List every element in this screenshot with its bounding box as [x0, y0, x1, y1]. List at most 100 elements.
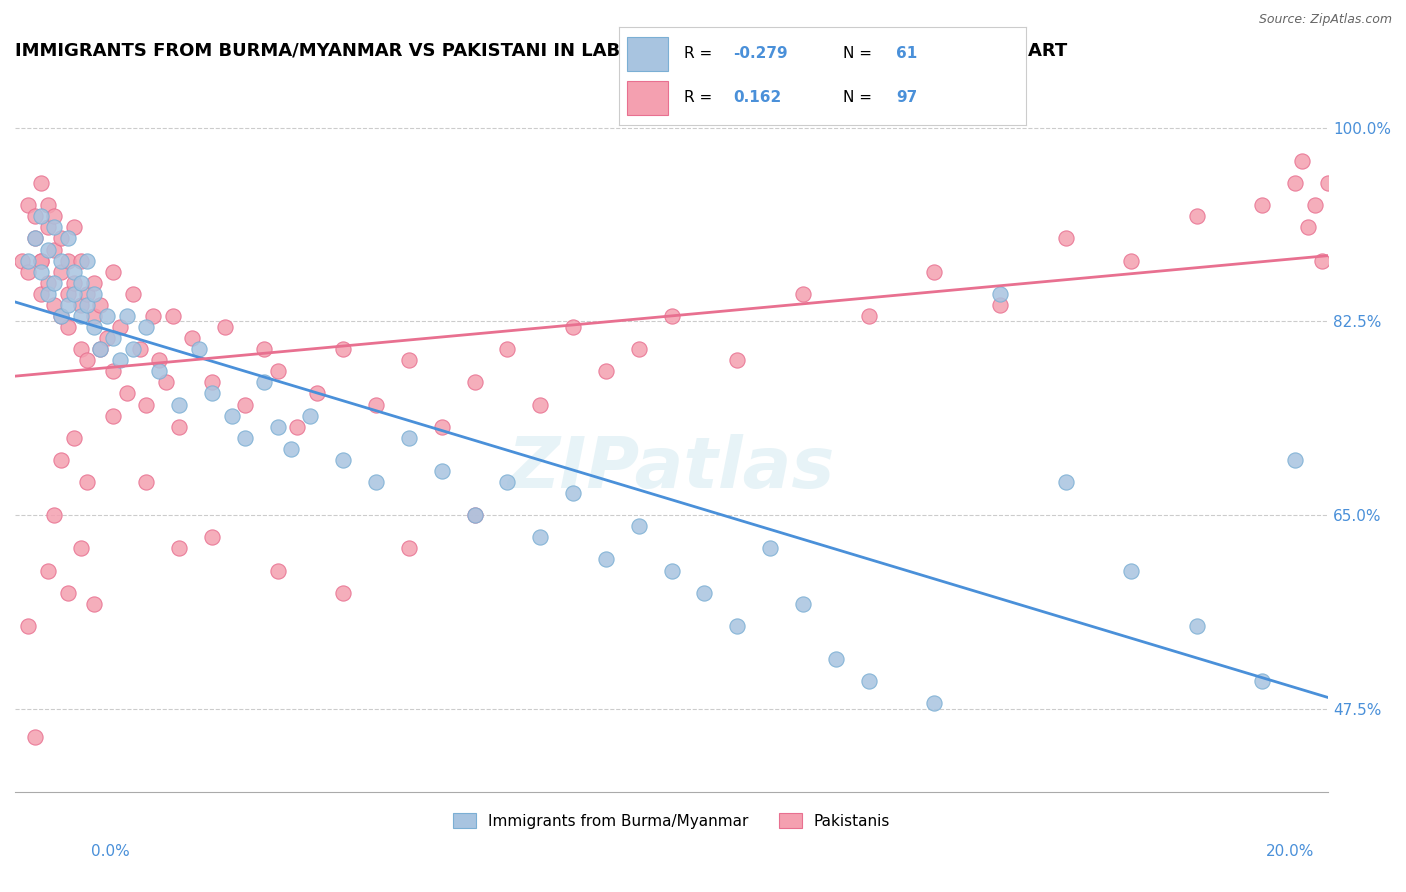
Point	[233, 431, 256, 445]
Point	[253, 376, 276, 390]
Point	[37, 198, 59, 212]
Point	[1121, 564, 1143, 578]
Text: ZIPatlas: ZIPatlas	[508, 434, 835, 503]
Point	[529, 397, 551, 411]
Point	[858, 674, 880, 689]
Point	[496, 342, 519, 356]
Text: N =: N =	[844, 45, 877, 61]
Point	[529, 530, 551, 544]
Point	[83, 597, 105, 611]
Point	[89, 298, 111, 312]
Point	[103, 331, 125, 345]
Point	[63, 276, 86, 290]
Point	[89, 342, 111, 356]
Point	[792, 286, 814, 301]
Point	[103, 409, 125, 423]
Text: 61: 61	[896, 45, 917, 61]
Point	[103, 265, 125, 279]
Point	[63, 431, 86, 445]
Point	[1185, 619, 1208, 633]
Point	[496, 475, 519, 489]
Point	[464, 376, 486, 390]
Text: R =: R =	[683, 90, 717, 105]
Point	[49, 231, 72, 245]
Point	[1054, 231, 1077, 245]
Legend: Immigrants from Burma/Myanmar, Pakistanis: Immigrants from Burma/Myanmar, Pakistani…	[447, 806, 897, 835]
Point	[83, 320, 105, 334]
FancyBboxPatch shape	[627, 81, 668, 115]
Point	[430, 464, 453, 478]
Point	[221, 409, 243, 423]
Point	[37, 243, 59, 257]
Text: Source: ZipAtlas.com: Source: ZipAtlas.com	[1258, 13, 1392, 27]
Point	[30, 253, 52, 268]
Point	[332, 342, 354, 356]
Point	[1185, 210, 1208, 224]
Point	[44, 298, 66, 312]
Text: R =: R =	[683, 45, 717, 61]
Point	[135, 320, 157, 334]
Point	[201, 376, 224, 390]
Text: 0.0%: 0.0%	[91, 845, 131, 859]
Point	[56, 286, 79, 301]
Text: 20.0%: 20.0%	[1267, 845, 1315, 859]
Point	[44, 220, 66, 235]
Point	[37, 220, 59, 235]
Text: 0.162: 0.162	[733, 90, 782, 105]
Point	[1284, 176, 1306, 190]
Point	[96, 331, 118, 345]
Point	[69, 253, 91, 268]
Point	[595, 364, 617, 378]
Point	[49, 453, 72, 467]
Point	[305, 386, 328, 401]
Point	[49, 309, 72, 323]
Point	[30, 265, 52, 279]
Point	[155, 376, 177, 390]
Point	[83, 309, 105, 323]
Point	[922, 697, 945, 711]
Text: IMMIGRANTS FROM BURMA/MYANMAR VS PAKISTANI IN LABOR FORCE | AGE 45-54 CORRELATIO: IMMIGRANTS FROM BURMA/MYANMAR VS PAKISTA…	[15, 42, 1067, 60]
Point	[37, 276, 59, 290]
Point	[115, 309, 138, 323]
Point	[1298, 220, 1320, 235]
Point	[30, 176, 52, 190]
Point	[30, 210, 52, 224]
Text: -0.279: -0.279	[733, 45, 787, 61]
Point	[148, 364, 170, 378]
Point	[1291, 153, 1313, 168]
Point	[181, 331, 204, 345]
Point	[56, 298, 79, 312]
Text: N =: N =	[844, 90, 877, 105]
Point	[201, 386, 224, 401]
Point	[759, 541, 782, 556]
Point	[430, 419, 453, 434]
Point	[135, 397, 157, 411]
Point	[135, 475, 157, 489]
Point	[167, 541, 190, 556]
Point	[299, 409, 322, 423]
Point	[398, 431, 420, 445]
Point	[792, 597, 814, 611]
Point	[1251, 674, 1274, 689]
Point	[103, 364, 125, 378]
Point	[398, 353, 420, 368]
Point	[69, 298, 91, 312]
Point	[83, 276, 105, 290]
Point	[201, 530, 224, 544]
Point	[253, 342, 276, 356]
Point	[30, 286, 52, 301]
Point	[824, 652, 846, 666]
Point	[148, 353, 170, 368]
Point	[661, 564, 683, 578]
Point	[44, 276, 66, 290]
Point	[398, 541, 420, 556]
Point	[693, 585, 716, 599]
Point	[76, 353, 98, 368]
Point	[1251, 198, 1274, 212]
Point	[595, 552, 617, 566]
Point	[37, 564, 59, 578]
Point	[83, 286, 105, 301]
Point	[266, 364, 288, 378]
Point	[76, 286, 98, 301]
Point	[37, 286, 59, 301]
